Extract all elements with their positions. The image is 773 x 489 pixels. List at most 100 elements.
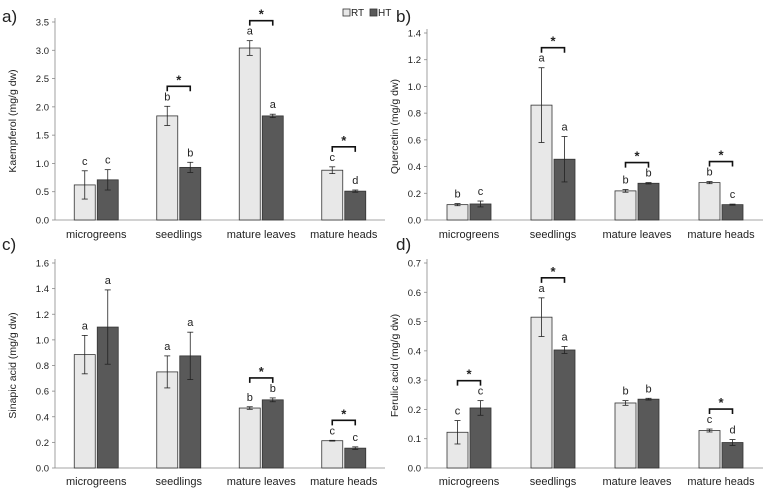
significance-star: * xyxy=(176,72,182,87)
y-tick-label: 0.4 xyxy=(408,346,421,357)
y-tick-label: 0.4 xyxy=(36,412,49,423)
bar-ht xyxy=(469,407,492,469)
y-axis-label: Quercetin (mg/g dw) xyxy=(389,79,401,174)
significance-letter: b xyxy=(164,91,170,103)
significance-letter: c xyxy=(330,425,336,437)
significance-letter: c xyxy=(707,414,713,426)
significance-letter: b xyxy=(247,392,253,404)
legend-label-ht: HT xyxy=(378,8,391,19)
panel-label: b) xyxy=(396,7,411,26)
bar-rt xyxy=(530,316,553,469)
significance-letter: b xyxy=(454,189,460,201)
bar-rt xyxy=(614,190,637,221)
significance-star: * xyxy=(341,133,347,148)
panel-label: a) xyxy=(2,7,17,26)
significance-letter: a xyxy=(105,275,112,287)
significance-letter: a xyxy=(247,26,254,38)
significance-star: * xyxy=(718,148,724,163)
panel-label: d) xyxy=(396,235,411,254)
y-tick-label: 1.5 xyxy=(36,131,49,142)
significance-letter: b xyxy=(187,147,193,159)
y-tick-label: 0.6 xyxy=(408,135,421,146)
y-tick-label: 0.5 xyxy=(36,187,49,198)
category-label: microgreens xyxy=(66,476,127,488)
y-tick-label: 0.8 xyxy=(408,109,421,120)
y-axis-label: Kaempferol (mg/g dw) xyxy=(7,69,19,172)
category-label: mature heads xyxy=(310,229,378,241)
y-tick-label: 1.0 xyxy=(36,335,49,346)
y-tick-label: 0.0 xyxy=(36,216,49,227)
category-label: seedlings xyxy=(156,476,203,488)
significance-letter: b xyxy=(622,175,628,187)
panel-label: c) xyxy=(2,235,16,254)
bar-rt xyxy=(614,402,637,469)
legend-swatch-rt xyxy=(342,8,351,17)
y-tick-label: 1.0 xyxy=(36,159,49,170)
y-tick-label: 0.0 xyxy=(408,216,421,227)
significance-star: * xyxy=(718,395,724,410)
significance-bracket xyxy=(540,277,566,283)
y-tick-label: 1.2 xyxy=(36,310,49,321)
bar-rt xyxy=(238,47,261,221)
significance-letter: a xyxy=(270,99,277,111)
bar-ht xyxy=(261,399,284,469)
bar-ht xyxy=(344,447,367,469)
y-tick-label: 1.4 xyxy=(36,284,49,295)
significance-star: * xyxy=(550,34,556,49)
bar-rt xyxy=(698,430,721,469)
bar-ht xyxy=(721,442,744,469)
significance-letter: b xyxy=(645,383,651,395)
significance-bracket xyxy=(248,377,274,383)
significance-letter: b xyxy=(706,167,712,179)
y-tick-label: 0.5 xyxy=(408,317,421,328)
bar-rt xyxy=(446,204,469,221)
legend-swatch-ht xyxy=(369,8,378,17)
category-label: seedlings xyxy=(530,476,577,488)
category-label: microgreens xyxy=(439,229,500,241)
y-tick-label: 0.2 xyxy=(408,189,421,200)
category-label: mature heads xyxy=(310,476,378,488)
category-label: seedlings xyxy=(156,229,203,241)
significance-bracket xyxy=(248,19,274,26)
significance-letter: a xyxy=(561,122,568,134)
chart-panel-2: b) 0.0 0.2 0.4 0.6 0.8 1.0 1.2 1.4 Quercetin (mg/… xyxy=(389,7,763,241)
bar-ht xyxy=(637,398,660,469)
bar-rt xyxy=(321,169,344,221)
bar-ht xyxy=(721,204,744,221)
significance-star: * xyxy=(634,149,640,164)
significance-letter: a xyxy=(164,341,171,353)
y-tick-label: 1.0 xyxy=(408,82,421,93)
significance-letter: c xyxy=(455,406,461,418)
chart-panel-3: c) 0.0 0.2 0.4 0.6 0.8 1.0 1.2 1.4 1.6 Sinapic aci… xyxy=(2,235,385,488)
y-tick-label: 0.2 xyxy=(36,438,49,449)
y-tick-label: 3.5 xyxy=(36,18,49,29)
y-tick-label: 0.0 xyxy=(408,464,421,475)
significance-bracket xyxy=(540,46,566,53)
category-label: mature leaves xyxy=(602,476,672,488)
y-tick-label: 0.6 xyxy=(408,288,421,299)
significance-star: * xyxy=(259,7,265,22)
category-label: mature heads xyxy=(687,476,755,488)
y-tick-label: 1.4 xyxy=(408,29,421,40)
significance-letter: a xyxy=(538,53,545,65)
chart-panel-1: a) 0.0 0.5 1.0 1.5 2.0 2.5 3.0 3.5 Kaempferol (mg… xyxy=(2,7,385,241)
category-label: microgreens xyxy=(439,476,500,488)
y-tick-label: 1.6 xyxy=(36,259,49,270)
legend-label-rt: RT xyxy=(351,8,364,19)
y-tick-label: 0.6 xyxy=(36,387,49,398)
significance-letter: c xyxy=(478,186,484,198)
significance-letter: c xyxy=(478,386,484,398)
significance-star: * xyxy=(341,406,347,421)
significance-bracket xyxy=(331,146,357,152)
significance-letter: c xyxy=(105,155,111,167)
significance-star: * xyxy=(550,264,556,279)
category-label: mature leaves xyxy=(227,229,297,241)
bar-ht xyxy=(637,182,660,221)
legend: RT HT xyxy=(342,8,391,19)
significance-bracket xyxy=(166,85,192,92)
significance-letter: a xyxy=(82,320,89,332)
y-tick-label: 0.0 xyxy=(36,464,49,475)
y-tick-label: 1.2 xyxy=(408,55,421,66)
significance-star: * xyxy=(466,367,472,382)
category-label: seedlings xyxy=(530,229,577,241)
